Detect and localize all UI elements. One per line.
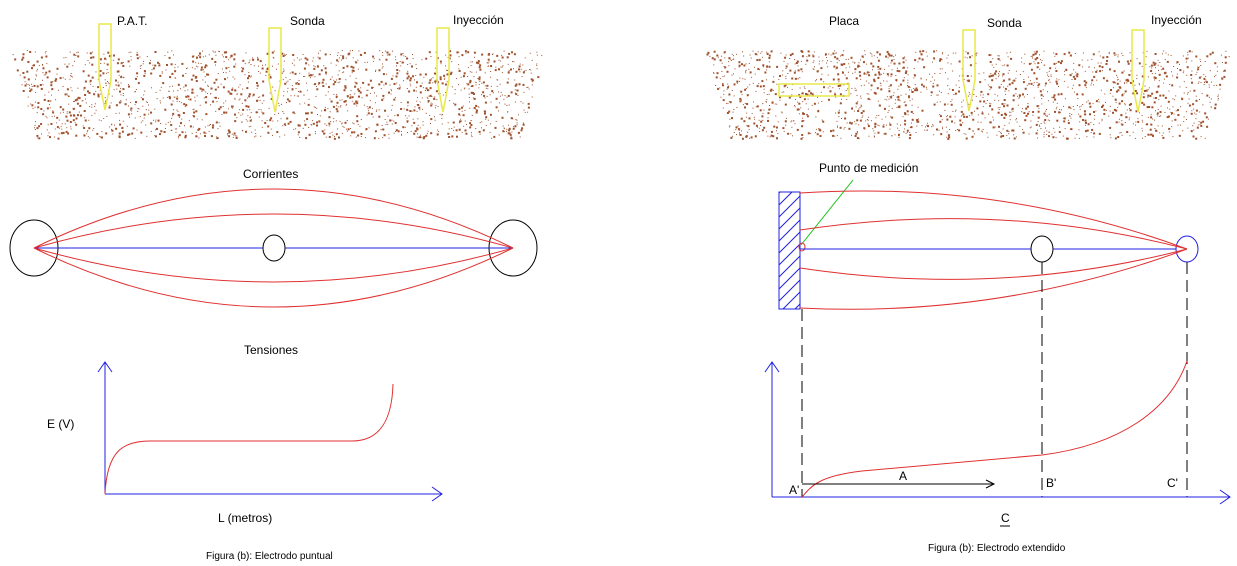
current-line: [33, 213, 514, 249]
tensiones-title: Tensiones: [244, 343, 298, 357]
pat-electrode: [98, 23, 112, 111]
y-axis-label: E (V): [47, 417, 74, 431]
right-caption: Figura (b): Electrodo extendido: [928, 543, 1066, 554]
inyeccion-electrode: [1131, 29, 1145, 113]
voltage-curve: [104, 383, 394, 495]
inyeccion-label: Inyección: [1151, 13, 1202, 27]
inyeccion-label: Inyección: [453, 13, 504, 27]
placa-label: Placa: [829, 14, 859, 28]
current-line: [799, 248, 1188, 280]
measure-pointer-line: [800, 179, 854, 246]
left-figure: P.A.T. Sonda Inyección Corrientes Tensio…: [9, 13, 543, 562]
sonda-electrode: [268, 27, 282, 113]
corrientes-title: Corrientes: [243, 167, 298, 181]
point-c-label: C': [1167, 476, 1178, 490]
current-lines: [33, 188, 514, 308]
voltage-axes: [97, 361, 443, 502]
current-lines: [799, 190, 1188, 310]
current-line: [799, 218, 1188, 250]
point-b-label: B': [1046, 476, 1056, 490]
current-line: [799, 248, 1188, 310]
soil-right: [706, 50, 1230, 140]
sonda-electrode: [962, 29, 976, 112]
probe-circle: [1030, 235, 1054, 263]
sonda-label: Sonda: [290, 14, 325, 28]
current-line: [33, 188, 514, 249]
current-line: [799, 190, 1188, 250]
right-axes: [764, 361, 1231, 505]
placa-electrode: [778, 83, 850, 97]
sonda-label: Sonda: [987, 16, 1022, 30]
measure-point-circle: [798, 242, 806, 252]
axis-c-label: C: [1001, 511, 1010, 525]
measure-point-label: Punto de medición: [819, 161, 918, 175]
left-caption: Figura (b): Electrodo puntual: [206, 551, 333, 562]
projection-lines: [801, 262, 1188, 497]
soil-left: [12, 50, 543, 140]
probe-circle: [262, 234, 286, 262]
current-line: [33, 247, 514, 308]
plate-hatched: [778, 191, 801, 310]
distance-arrowhead: [985, 479, 996, 489]
distance-label: A: [899, 469, 907, 483]
x-axis-label: L (metros): [218, 511, 272, 525]
right-figure: Placa Sonda Inyección Punto de medición: [706, 13, 1231, 554]
pat-label: P.A.T.: [117, 14, 147, 28]
current-line: [33, 247, 514, 283]
point-a-label: A': [789, 483, 799, 497]
potential-curve: [801, 360, 1188, 498]
inyeccion-electrode: [436, 27, 450, 113]
